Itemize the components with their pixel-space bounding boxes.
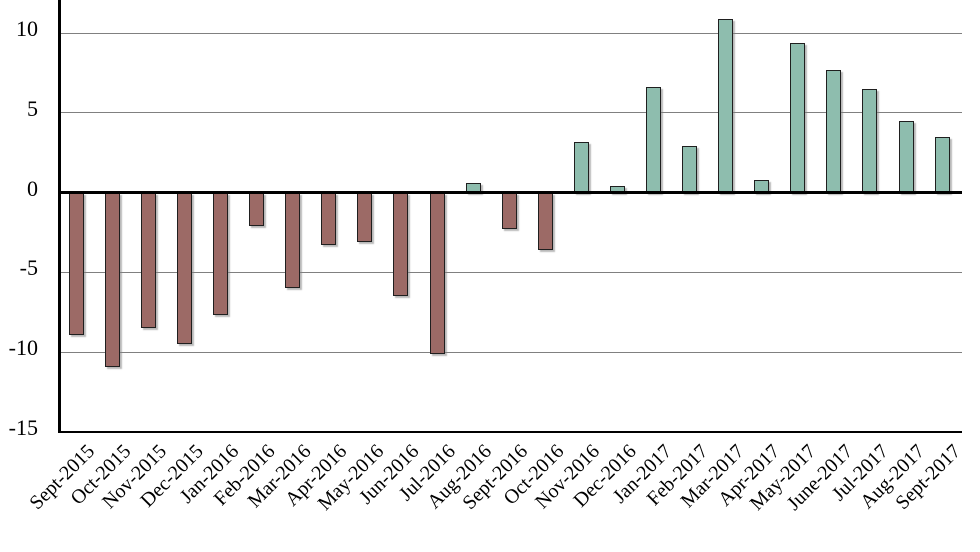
bar-may-2017 (790, 42, 806, 193)
bar-feb-2016 (249, 192, 265, 227)
bar-jan-2017 (645, 87, 661, 193)
y-tick-label-0: 0 (27, 175, 38, 201)
bar-nov-2015 (140, 192, 156, 329)
bar-jun-2016 (393, 192, 409, 297)
bar-sept-2015 (68, 192, 84, 335)
y-tick-label-10: 10 (16, 16, 38, 42)
gridline-10 (59, 32, 962, 34)
bar-sept-2017 (934, 136, 950, 193)
bar-nov-2016 (573, 141, 589, 193)
gridline-5 (59, 112, 962, 114)
bar-aug-2017 (898, 120, 914, 193)
y-axis-line (58, 0, 61, 432)
y-tick-label--5: -5 (19, 255, 38, 281)
bar-apr-2016 (321, 192, 337, 246)
bar-mar-2016 (285, 192, 301, 289)
bar-sept-2016 (501, 192, 517, 230)
bar-feb-2017 (682, 146, 698, 193)
y-tick-label-5: 5 (27, 95, 38, 121)
gridline--10 (59, 351, 962, 353)
zero-line (59, 191, 962, 195)
bar-jan-2016 (213, 192, 229, 316)
bar-jul-2016 (429, 192, 445, 354)
bar-jul-2017 (862, 88, 878, 193)
y-tick-label--15: -15 (8, 415, 38, 440)
bar-oct-2015 (104, 192, 120, 367)
x-axis-line (58, 431, 962, 433)
bar-oct-2016 (537, 192, 553, 251)
gridline--5 (59, 271, 962, 273)
bar-mar-2017 (718, 18, 734, 193)
y-tick-label--10: -10 (8, 335, 38, 361)
bar-may-2016 (357, 192, 373, 243)
bar-dec-2015 (176, 192, 192, 345)
bar-june-2017 (826, 69, 842, 193)
